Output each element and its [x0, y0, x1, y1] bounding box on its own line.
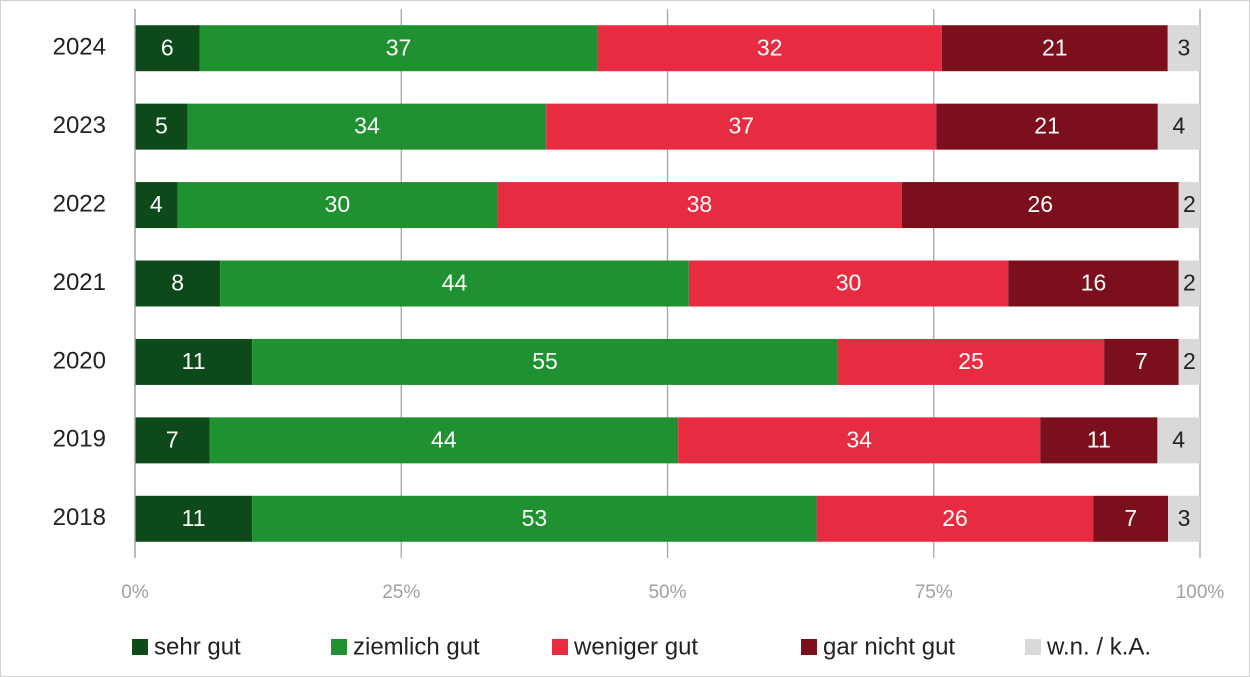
bar-segment [1104, 338, 1179, 385]
bar-segment [816, 495, 1094, 542]
bar-segment [1178, 338, 1200, 385]
bar-segment [1157, 417, 1200, 464]
data-label: 30 [325, 191, 351, 217]
x-tick-label: 100% [1176, 582, 1225, 603]
data-label: 4 [150, 191, 163, 217]
bar-segment [199, 25, 598, 72]
data-label: 44 [442, 270, 468, 296]
bar-segment [1093, 495, 1169, 542]
legend-label: sehr gut [154, 633, 241, 660]
data-label: 4 [1172, 426, 1185, 452]
bar-segment [688, 260, 1009, 307]
bar-segment [135, 25, 200, 72]
x-tick-label: 75% [915, 582, 953, 603]
data-label: 26 [1027, 191, 1053, 217]
data-label: 7 [166, 426, 179, 452]
bar-segment [135, 103, 188, 150]
legend-label: weniger gut [573, 633, 698, 660]
data-label: 11 [1087, 426, 1111, 452]
legend-label: ziemlich gut [353, 633, 480, 660]
data-label: 37 [386, 34, 412, 60]
y-tick-label: 2020 [53, 347, 106, 374]
legend-label: w.n. / k.A. [1046, 633, 1151, 660]
legend-swatch [1025, 639, 1041, 655]
bar-segment [1178, 260, 1200, 307]
data-label: 34 [846, 426, 872, 452]
x-tick-label: 25% [382, 582, 420, 603]
data-label: 34 [354, 113, 380, 139]
data-label: 2 [1183, 348, 1196, 374]
y-tick-label: 2018 [53, 504, 106, 531]
data-label: 2 [1183, 270, 1196, 296]
data-label: 30 [836, 270, 862, 296]
data-label: 55 [532, 348, 558, 374]
data-label: 11 [182, 348, 206, 374]
data-label: 4 [1173, 113, 1186, 139]
data-label: 6 [161, 34, 174, 60]
bar-segment [252, 495, 817, 542]
legend-label: gar nicht gut [823, 633, 955, 660]
data-label: 8 [171, 270, 184, 296]
bar-segment [177, 182, 498, 229]
bar-segment [135, 495, 253, 542]
data-label: 25 [958, 348, 984, 374]
data-label: 3 [1177, 34, 1190, 60]
bar-segment [1167, 25, 1200, 72]
legend-swatch [331, 639, 347, 655]
data-label: 53 [522, 505, 548, 531]
bar-segment [135, 182, 178, 229]
bar-segment [936, 103, 1158, 150]
bar-segment [1040, 417, 1158, 464]
y-tick-label: 2024 [53, 34, 106, 61]
legend-swatch [552, 639, 568, 655]
bar-segment [1157, 103, 1200, 150]
data-label: 21 [1034, 113, 1060, 139]
bar-segment [837, 338, 1105, 385]
bar-segment [901, 182, 1179, 229]
bar-segment [941, 25, 1168, 72]
y-tick-label: 2023 [53, 112, 106, 139]
data-label: 7 [1124, 505, 1137, 531]
bar-segment [135, 338, 253, 385]
y-tick-label: 2019 [53, 426, 106, 453]
bar-segment [1178, 182, 1200, 229]
bar-segment [135, 417, 210, 464]
y-tick-label: 2022 [53, 190, 106, 217]
x-tick-label: 50% [648, 582, 686, 603]
data-label: 2 [1183, 191, 1196, 217]
legend-swatch [132, 639, 148, 655]
legend-swatch [801, 639, 817, 655]
data-label: 7 [1135, 348, 1148, 374]
bar-segment [678, 417, 1041, 464]
bar-segment [546, 103, 937, 150]
bar-segment [220, 260, 689, 307]
data-label: 38 [687, 191, 713, 217]
bar-segment [252, 338, 838, 385]
data-label: 32 [757, 34, 783, 60]
bar-segment [597, 25, 942, 72]
data-label: 26 [942, 505, 968, 531]
bar-segment [209, 417, 679, 464]
bar-segment [1008, 260, 1179, 307]
data-label: 37 [729, 113, 755, 139]
data-label: 44 [431, 426, 457, 452]
bar-segment [497, 182, 902, 229]
bar-segment [187, 103, 547, 150]
bar-segment [135, 260, 221, 307]
data-label: 5 [155, 113, 168, 139]
data-label: 11 [182, 505, 206, 531]
x-tick-label: 0% [121, 582, 149, 603]
data-label: 3 [1178, 505, 1191, 531]
data-label: 21 [1042, 34, 1068, 60]
y-tick-label: 2021 [53, 269, 106, 296]
bar-segment [1168, 495, 1200, 542]
data-label: 16 [1081, 270, 1107, 296]
